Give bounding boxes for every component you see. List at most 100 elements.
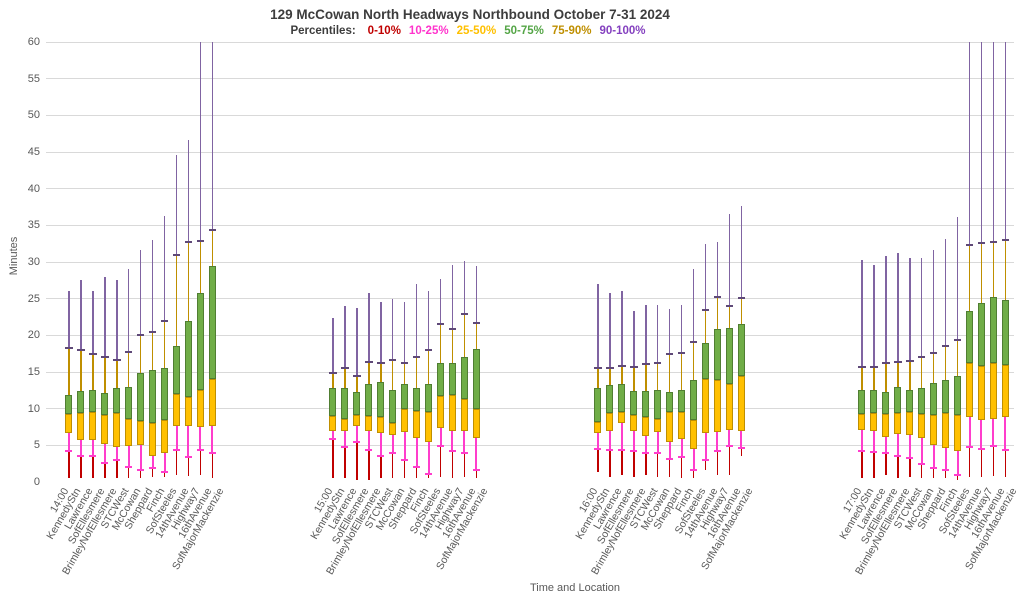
percentile-tick bbox=[594, 448, 602, 450]
whisker-segment bbox=[379, 432, 382, 456]
percentile-box bbox=[894, 387, 902, 414]
percentile-tick bbox=[353, 374, 361, 377]
percentile-box bbox=[389, 389, 397, 424]
percentile-tick bbox=[653, 362, 662, 365]
percentile-tick bbox=[858, 365, 866, 368]
percentile-box bbox=[161, 368, 169, 420]
whisker-segment bbox=[104, 277, 106, 358]
whisker-segment bbox=[992, 446, 995, 477]
percentile-box bbox=[725, 384, 733, 430]
percentile-box bbox=[725, 328, 733, 385]
percentile-tick bbox=[161, 471, 169, 474]
percentile-tick bbox=[725, 445, 733, 448]
whisker-segment bbox=[127, 446, 130, 467]
percentile-tick bbox=[172, 253, 181, 256]
whisker-segment bbox=[127, 268, 130, 353]
percentile-tick bbox=[113, 359, 121, 362]
percentile-tick bbox=[666, 457, 674, 460]
whisker-segment bbox=[668, 442, 671, 459]
whisker-segment bbox=[609, 450, 611, 477]
percentile-box bbox=[460, 357, 468, 400]
percentile-tick bbox=[870, 365, 878, 368]
percentile-tick bbox=[917, 356, 926, 359]
whisker-segment bbox=[403, 460, 406, 479]
percentile-tick bbox=[136, 333, 145, 336]
whisker-segment bbox=[187, 426, 190, 458]
whisker-segment bbox=[403, 432, 406, 460]
percentile-tick bbox=[594, 367, 602, 370]
y-axis-tick-label: 20 bbox=[27, 329, 40, 342]
whisker-segment bbox=[728, 429, 731, 447]
percentile-box bbox=[702, 342, 709, 380]
percentile-box bbox=[329, 416, 337, 432]
whisker-segment bbox=[656, 452, 659, 477]
whisker-segment bbox=[451, 431, 454, 452]
percentile-box bbox=[930, 414, 938, 445]
whisker-segment bbox=[403, 301, 406, 364]
y-axis-tick-label: 10 bbox=[27, 402, 40, 415]
whisker-segment bbox=[355, 426, 358, 442]
whisker-segment bbox=[451, 451, 454, 478]
percentile-tick bbox=[1001, 449, 1009, 452]
percentile-box bbox=[906, 389, 914, 413]
whisker-segment bbox=[644, 363, 647, 392]
whisker-segment bbox=[79, 440, 82, 456]
percentile-box bbox=[690, 380, 698, 421]
whisker-segment bbox=[897, 456, 899, 478]
whisker-segment bbox=[139, 334, 142, 373]
percentile-tick bbox=[448, 328, 457, 331]
gridline bbox=[46, 188, 1014, 190]
percentile-tick bbox=[65, 346, 73, 349]
percentile-box bbox=[678, 389, 686, 413]
whisker-segment bbox=[596, 432, 599, 449]
whisker-segment bbox=[151, 331, 154, 370]
percentile-box bbox=[65, 395, 73, 414]
whisker-segment bbox=[104, 462, 106, 478]
percentile-tick bbox=[882, 451, 890, 454]
legend-label: Percentiles: bbox=[290, 25, 356, 37]
percentile-box bbox=[954, 414, 962, 452]
whisker-segment bbox=[609, 292, 611, 369]
percentile-tick bbox=[329, 371, 337, 374]
whisker-segment bbox=[163, 215, 166, 321]
whisker-segment bbox=[332, 318, 334, 373]
percentile-box bbox=[77, 391, 85, 414]
gridline bbox=[46, 224, 1014, 226]
percentile-box bbox=[377, 382, 385, 418]
whisker-segment bbox=[199, 240, 202, 293]
gridline bbox=[46, 151, 1014, 153]
whisker-segment bbox=[415, 438, 418, 467]
whisker-segment bbox=[680, 439, 683, 458]
gridline bbox=[46, 78, 1014, 80]
percentile-box bbox=[630, 391, 638, 415]
whisker-segment bbox=[379, 455, 382, 479]
whisker-segment bbox=[621, 366, 623, 385]
whisker-segment bbox=[163, 320, 166, 369]
whisker-segment bbox=[633, 311, 635, 367]
whisker-segment bbox=[415, 466, 418, 479]
whisker-segment bbox=[1004, 450, 1007, 477]
percentile-box bbox=[101, 393, 109, 416]
whisker-segment bbox=[415, 284, 418, 358]
percentile-tick bbox=[713, 296, 722, 299]
whisker-segment bbox=[175, 425, 178, 451]
percentile-box bbox=[594, 421, 602, 433]
whisker-segment bbox=[728, 446, 731, 475]
percentile-box bbox=[341, 418, 349, 432]
percentile-box bbox=[472, 349, 480, 409]
y-axis-tick-label: 0 bbox=[33, 476, 40, 488]
percentile-box bbox=[1001, 364, 1009, 418]
percentile-tick bbox=[977, 241, 986, 244]
y-axis-tick-label: 60 bbox=[27, 36, 40, 48]
percentile-tick bbox=[966, 445, 973, 448]
percentile-tick bbox=[906, 456, 914, 459]
percentile-tick bbox=[113, 459, 121, 461]
whisker-segment bbox=[897, 253, 899, 362]
percentile-box bbox=[353, 414, 361, 427]
percentile-box bbox=[161, 419, 169, 453]
whisker-segment bbox=[908, 435, 911, 458]
whisker-segment bbox=[463, 452, 466, 477]
whisker-segment bbox=[127, 352, 130, 387]
percentile-tick bbox=[401, 459, 409, 461]
whisker-segment bbox=[211, 42, 214, 231]
